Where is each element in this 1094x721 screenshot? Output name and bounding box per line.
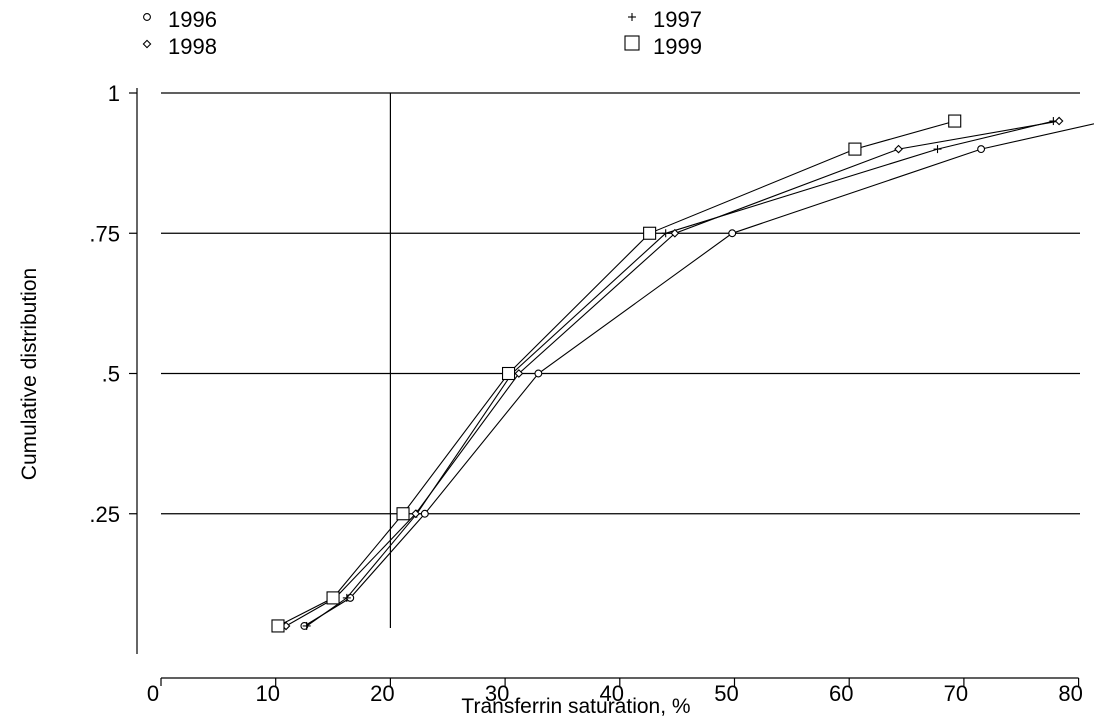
legend-marker [628, 13, 636, 21]
x-tick-label: 40 [600, 681, 624, 706]
x-tick-label: 0 [147, 681, 159, 706]
data-point-1996 [977, 145, 986, 154]
x-tick-label: 50 [714, 681, 738, 706]
data-point-1998 [670, 228, 680, 238]
data-point-1998 [1054, 116, 1064, 126]
data-point-1998 [514, 369, 524, 378]
legend-label: 1997 [653, 7, 702, 32]
data-point-1999 [396, 507, 410, 521]
legend-label: 1998 [168, 34, 217, 59]
data-point-1999 [326, 591, 340, 605]
data-point-1998 [894, 144, 903, 154]
legend-label: 1999 [653, 34, 702, 59]
data-point-1996 [728, 229, 737, 238]
data-point-1996 [534, 369, 543, 378]
x-tick-label: 10 [255, 681, 279, 706]
data-point-1997 [933, 145, 942, 154]
x-tick-label: 60 [829, 681, 853, 706]
y-axis-label: Cumulative distribution [18, 268, 41, 480]
grid-lines [161, 92, 1080, 628]
legend-item-1999: 1999 [624, 34, 702, 59]
x-tick-label: 30 [485, 681, 509, 706]
data-point-1999 [271, 619, 285, 633]
legend-label: 1996 [168, 7, 217, 32]
x-tick-label: 20 [370, 681, 394, 706]
legend-item-1996: 1996 [143, 7, 217, 32]
legend-item-1997: 1997 [628, 7, 702, 32]
series-1999 [271, 114, 962, 633]
data-point-1997 [342, 593, 351, 602]
data-point-1999 [643, 226, 657, 240]
legend-marker [624, 35, 640, 51]
x-axis-label: Transferrin saturation, % [461, 695, 690, 718]
legend: 1996 1997 1998 1999 [142, 7, 702, 59]
plot-series [271, 114, 1094, 633]
data-point-1997 [302, 621, 311, 630]
y-tick-label: .25 [89, 502, 120, 527]
data-point-1996 [420, 509, 429, 518]
x-tick-label: 80 [1058, 681, 1082, 706]
legend-marker [142, 39, 152, 49]
y-tick-label: .5 [102, 362, 120, 387]
data-point-1999 [948, 114, 962, 128]
y-tick-label: .75 [89, 221, 120, 246]
data-point-1999 [501, 366, 516, 381]
y-tick-label: 1 [108, 81, 120, 106]
legend-marker [143, 13, 151, 21]
x-tick-label: 70 [944, 681, 968, 706]
data-point-1997 [661, 229, 670, 238]
legend-item-1998: 1998 [142, 34, 217, 59]
data-point-1998 [411, 509, 421, 519]
data-point-1999 [848, 142, 862, 156]
